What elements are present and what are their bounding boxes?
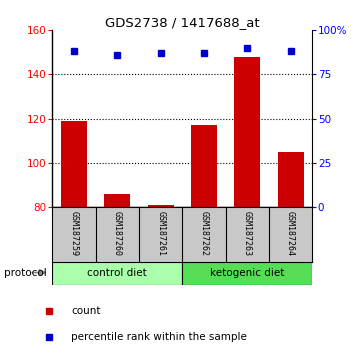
Bar <box>191 125 217 207</box>
Bar <box>234 57 260 207</box>
Text: GSM187260: GSM187260 <box>113 211 122 257</box>
Bar <box>104 194 130 207</box>
Bar <box>148 205 174 207</box>
Bar <box>278 152 304 207</box>
Text: count: count <box>71 306 101 316</box>
Bar <box>182 262 312 285</box>
Bar <box>52 262 182 285</box>
Text: percentile rank within the sample: percentile rank within the sample <box>71 332 247 342</box>
Text: GSM187264: GSM187264 <box>286 211 295 257</box>
Title: GDS2738 / 1417688_at: GDS2738 / 1417688_at <box>105 16 260 29</box>
Text: GSM187263: GSM187263 <box>243 211 252 257</box>
Text: GSM187261: GSM187261 <box>156 211 165 257</box>
Text: GSM187259: GSM187259 <box>70 211 78 257</box>
Text: control diet: control diet <box>87 268 147 279</box>
Bar <box>61 121 87 207</box>
Text: ketogenic diet: ketogenic diet <box>210 268 284 279</box>
Text: protocol: protocol <box>4 268 46 278</box>
Text: GSM187262: GSM187262 <box>200 211 208 257</box>
